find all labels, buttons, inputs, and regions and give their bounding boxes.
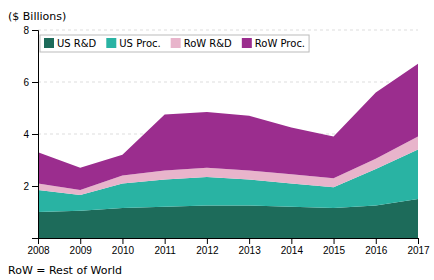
area: [38, 64, 418, 190]
x-tick-mark: [249, 238, 250, 244]
y-axis-line: [32, 31, 39, 239]
y-tick: 4: [23, 129, 38, 140]
y-tick-label: 8: [23, 25, 29, 36]
y-tick-mark: [32, 186, 38, 187]
x-tick-mark: [334, 238, 335, 244]
grid-line: [38, 82, 418, 83]
x-tick-label: 2013: [238, 245, 261, 256]
y-tick-mark: [32, 134, 38, 135]
y-axis: 2 4 6 8: [23, 25, 38, 239]
chart: 2008 2009 2010 2011 2012 2013 2014 2015 2016 2017…: [0, 0, 434, 280]
x-tick-mark: [165, 238, 166, 244]
x-tick-label: 2010: [112, 245, 135, 256]
x-tick: 2010: [112, 238, 135, 256]
y-tick-mark: [32, 82, 38, 83]
y-tick: 2: [23, 181, 38, 192]
grid-line: [38, 30, 418, 31]
x-tick-label: 2011: [154, 245, 176, 256]
x-tick-mark: [418, 238, 419, 244]
x-tick: 2015: [323, 238, 346, 256]
x-tick-label: 2014: [281, 245, 304, 256]
x-tick: 2016: [365, 238, 388, 256]
y-tick-label: 2: [23, 181, 29, 192]
x-tick-mark: [376, 238, 377, 244]
legend-label: US R&D: [57, 38, 97, 49]
legend-item: US R&D: [44, 38, 97, 49]
areas: [38, 64, 418, 238]
legend: US R&D US Proc. RoW R&D RoW Proc.: [40, 35, 309, 52]
legend-label: RoW Proc.: [255, 38, 305, 49]
x-tick: 2011: [154, 238, 176, 256]
x-tick: 2012: [196, 238, 219, 256]
y-tick-mark: [32, 238, 38, 239]
plot: 2008 2009 2010 2011 2012 2013 2014 2015 2016 2017…: [23, 25, 430, 256]
y-tick-label: 6: [23, 77, 29, 88]
x-axis-line: [39, 239, 419, 245]
legend-swatch: [44, 38, 54, 48]
y-tick-label: 4: [23, 129, 29, 140]
x-tick: 2014: [281, 238, 304, 256]
x-tick: 2013: [238, 238, 261, 256]
x-tick-label: 2017: [407, 245, 430, 256]
grid: [38, 30, 418, 238]
x-tick-label: 2008: [27, 245, 50, 256]
x-tick-label: 2015: [323, 245, 346, 256]
legend-swatch: [242, 38, 252, 48]
legend-box: [40, 35, 309, 52]
y-tick: [32, 238, 38, 239]
y-tick: 8: [23, 25, 38, 36]
x-tick-mark: [122, 238, 123, 244]
legend-swatch: [171, 38, 181, 48]
x-tick-mark: [80, 238, 81, 244]
x-axis: 2008 2009 2010 2011 2012 2013 2014 2015 2016 2017: [27, 238, 430, 256]
y-axis-title: ($ Billions): [8, 10, 66, 23]
y-tick: 6: [23, 77, 38, 88]
y-tick-mark: [32, 30, 38, 31]
legend-item: RoW Proc.: [242, 38, 305, 49]
legend-label: RoW R&D: [184, 38, 232, 49]
x-tick: 2008: [27, 238, 50, 256]
legend-item: US Proc.: [106, 38, 160, 49]
legend-item: RoW R&D: [171, 38, 232, 49]
x-tick: 2017: [407, 238, 430, 256]
x-tick-label: 2016: [365, 245, 388, 256]
x-tick-mark: [291, 238, 292, 244]
legend-label: US Proc.: [119, 38, 160, 49]
x-tick: 2009: [70, 238, 93, 256]
x-tick-label: 2009: [70, 245, 93, 256]
x-tick-label: 2012: [196, 245, 219, 256]
x-tick-mark: [207, 238, 208, 244]
footnote: RoW = Rest of World: [8, 264, 122, 277]
legend-swatch: [106, 38, 116, 48]
